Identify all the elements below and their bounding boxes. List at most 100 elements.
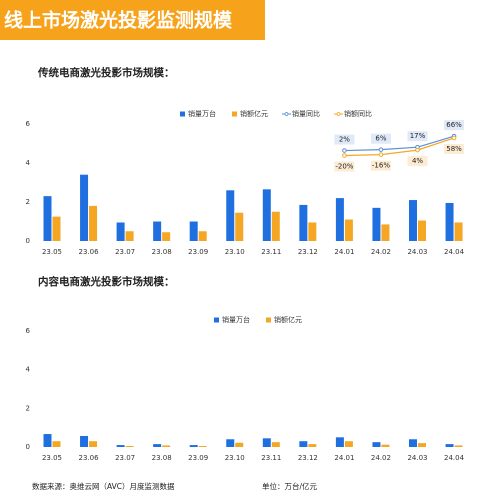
value-label-box xyxy=(444,143,465,154)
legend-marker xyxy=(284,112,289,116)
bar xyxy=(344,441,353,447)
legend-label: 销量万台 xyxy=(222,315,250,324)
legend-label: 销量万台 xyxy=(188,109,216,118)
bar xyxy=(335,198,344,241)
value-label: -20% xyxy=(335,163,353,171)
x-tick-label: 23.05 xyxy=(42,454,62,462)
bar xyxy=(262,189,271,241)
bar xyxy=(235,212,244,241)
line-marker xyxy=(378,147,384,152)
y-tick-label: 6 xyxy=(26,327,31,335)
x-tick-label: 23.08 xyxy=(152,454,172,462)
chart-title: 传统电商激光投影市场规模： xyxy=(37,66,175,79)
bar xyxy=(226,439,235,447)
legend-swatch xyxy=(214,317,219,323)
legend-label: 销量同比 xyxy=(292,109,320,118)
line-marker xyxy=(451,135,457,141)
x-tick-label: 24.01 xyxy=(334,454,354,462)
bar xyxy=(80,174,89,241)
x-tick-label: 23.05 xyxy=(42,248,62,256)
bar xyxy=(198,446,207,447)
legend-swatch xyxy=(232,111,237,117)
y-tick-label: 4 xyxy=(26,159,31,167)
y-tick-label: 0 xyxy=(26,443,30,451)
x-tick-label: 23.08 xyxy=(152,248,172,256)
legend-label: 销额亿元 xyxy=(274,315,302,324)
bar xyxy=(299,204,308,241)
legend-swatch xyxy=(180,111,185,117)
value-label: 66% xyxy=(446,121,462,129)
line-marker xyxy=(342,148,347,153)
x-tick-label: 24.02 xyxy=(371,454,391,462)
bar xyxy=(335,437,344,447)
y-tick-label: 0 xyxy=(26,237,30,245)
bar xyxy=(116,445,125,447)
bar xyxy=(43,196,52,241)
bar xyxy=(381,444,390,447)
value-label-box xyxy=(334,134,355,145)
bar xyxy=(418,443,426,447)
bar xyxy=(454,445,463,447)
bar xyxy=(189,221,198,241)
line xyxy=(344,137,455,157)
value-label: 58% xyxy=(446,145,462,153)
legend-swatch xyxy=(266,317,271,323)
x-tick-label: 23.07 xyxy=(115,248,135,256)
bar xyxy=(409,200,417,241)
bar xyxy=(308,444,317,447)
bar xyxy=(226,190,235,241)
bar xyxy=(381,224,390,241)
bar xyxy=(418,220,426,241)
bar xyxy=(189,445,198,447)
x-tick-label: 23.12 xyxy=(298,248,318,256)
x-tick-label: 24.03 xyxy=(407,454,427,462)
x-tick-label: 24.04 xyxy=(444,248,465,256)
x-tick-label: 23.10 xyxy=(225,248,245,256)
source: 数据来源：奥维云网（AVC）月度监测数据 xyxy=(32,481,175,491)
line xyxy=(344,135,455,152)
x-tick-label: 23.06 xyxy=(79,248,100,256)
title-banner xyxy=(0,0,265,40)
line-marker xyxy=(378,152,384,157)
bar xyxy=(80,435,89,447)
x-tick-label: 23.06 xyxy=(79,454,100,462)
line-marker xyxy=(342,153,347,158)
value-label: 17% xyxy=(410,132,426,140)
bar xyxy=(89,205,98,241)
bar xyxy=(153,444,162,447)
value-label: -16% xyxy=(372,162,390,170)
y-tick-label: 2 xyxy=(26,404,30,412)
x-tick-label: 24.02 xyxy=(371,248,391,256)
value-label-box xyxy=(370,133,391,144)
bar xyxy=(372,442,381,447)
page-title: 线上市场激光投影监测规模 xyxy=(4,9,233,32)
x-tick-label: 23.09 xyxy=(188,454,208,462)
x-tick-label: 23.09 xyxy=(188,248,208,256)
x-tick-label: 23.10 xyxy=(225,454,245,462)
bar xyxy=(344,219,353,241)
y-tick-label: 6 xyxy=(26,120,31,128)
x-tick-label: 24.03 xyxy=(407,248,427,256)
value-label: 6% xyxy=(375,135,386,143)
bar xyxy=(125,446,134,447)
x-tick-label: 23.11 xyxy=(261,248,281,256)
bar xyxy=(235,442,244,447)
bar xyxy=(52,441,61,447)
x-tick-label: 23.12 xyxy=(298,454,318,462)
bar xyxy=(454,222,463,241)
chart-title: 内容电商激光投影市场规模： xyxy=(38,275,175,288)
value-label-box xyxy=(370,160,391,171)
bar xyxy=(445,444,454,447)
bar xyxy=(299,441,308,447)
bar xyxy=(198,231,207,241)
x-tick-label: 24.01 xyxy=(334,248,354,256)
bar xyxy=(89,441,98,447)
legend-label: 销额同比 xyxy=(344,109,372,118)
bar xyxy=(372,207,381,241)
y-tick-label: 2 xyxy=(26,198,30,206)
bar xyxy=(116,222,125,241)
value-label-box xyxy=(407,131,428,142)
legend-label: 销额亿元 xyxy=(240,109,268,118)
bar xyxy=(162,445,171,447)
